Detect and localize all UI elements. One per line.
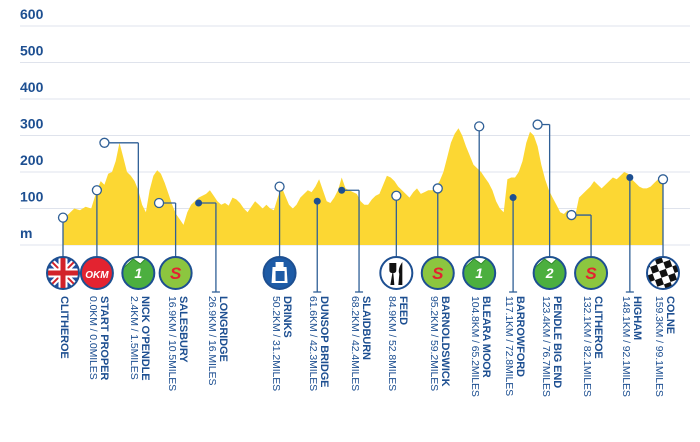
checkpoint-marker-open (100, 138, 109, 147)
checkpoint-marker-filled (338, 187, 345, 194)
sprint-text: S (170, 264, 182, 283)
checkpoint-name: SLAIDBURN (360, 296, 371, 391)
checkpoint-label-text: PENDLE BIG END 123.4KM / 76.7MILES (540, 296, 562, 397)
climb-1-icon: 1 (463, 256, 495, 289)
checkpoint-name: NICK O'PENDLE (139, 296, 150, 380)
checkpoint-label-text: CLITHEROE 132.1KM / 82.1MILES (581, 296, 603, 397)
checkpoint-label-text: COLNE 159.3KM / 99.1MILES (653, 296, 675, 397)
checkpoint-label-text: SALESBURY 16.9KM / 10.5MILES (166, 296, 188, 391)
checkpoint-label-text: START PROPER 0.0KM / 0.0MILES (87, 296, 109, 380)
feed-icon (380, 257, 412, 289)
checkpoint-distance: 68.2KM / 42.4MILES (349, 296, 360, 391)
icon-background (380, 257, 412, 289)
checkpoint-distance: 16.9KM / 10.5MILES (166, 296, 177, 391)
elevation-area (63, 128, 663, 245)
checkpoint-marker-open (567, 211, 576, 220)
checkpoint-label-text: BARNOLDSWICK 95.2KM / 59.2MILES (428, 296, 450, 391)
checkpoint-distance: 123.4KM / 76.7MILES (540, 296, 551, 397)
checkpoint-distance: 26.9KM / 16.MILES (206, 296, 217, 385)
sprint-icon: S (575, 257, 607, 289)
checkpoint-name: LONGRIDGE (217, 296, 228, 385)
finish-flag-icon (641, 251, 686, 296)
checkpoint-label-text: DUNSOP BRIDGE 61.6KM / 42.3MILES (307, 296, 329, 391)
checkpoint-distance: 84.9KM / 52.8MILES (386, 296, 397, 391)
checkpoint-name: START PROPER (98, 296, 109, 380)
y-tick-label: 300 (20, 116, 44, 132)
checkpoint-marker-filled (626, 174, 633, 181)
checkpoint-name: COLNE (664, 296, 675, 397)
checkpoint-marker-filled (314, 198, 321, 205)
y-tick-label: 500 (20, 43, 44, 59)
checkpoint-label: COLNE 159.3KM / 99.1MILES (675, 296, 700, 436)
y-tick-label: 600 (20, 6, 44, 22)
y-axis-unit-label: m (20, 225, 32, 241)
y-tick-label: 200 (20, 152, 44, 168)
checkpoint-name: BARROWFORD (514, 296, 525, 396)
bottle-cap (276, 262, 284, 267)
checkpoint-label-text: SLAIDBURN 68.2KM / 42.4MILES (349, 296, 371, 391)
checkpoint-marker-filled (195, 200, 202, 207)
checkpoint-marker-open (659, 175, 668, 184)
checkpoint-icons: OKM 1 S S 1 2 S (46, 251, 686, 296)
checkpoint-label-text: CLITHEROE (58, 296, 69, 359)
sprint-icon: S (422, 257, 454, 289)
checkpoint-marker-open (155, 199, 164, 208)
okm-icon: OKM (81, 257, 113, 289)
checkpoint-name: CLITHEROE (58, 296, 69, 359)
climb-1-text: 1 (134, 265, 142, 281)
checkpoint-label: LONGRIDGE 26.9KM / 16.MILES (228, 296, 258, 436)
checkpoint-name: HIGHAM (631, 296, 642, 397)
climb-2-icon: 2 (534, 256, 566, 289)
checkpoint-marker-open (92, 186, 101, 195)
checkpoint-distance: 61.6KM / 42.3MILES (307, 296, 318, 391)
checkpoint-distance: 159.3KM / 99.1MILES (653, 296, 664, 397)
checkpoint-name: BARNOLDSWICK (439, 296, 450, 391)
climb-2-text: 2 (545, 265, 554, 281)
checkpoint-marker-open (433, 184, 442, 193)
checkpoint-name: FEED (397, 296, 408, 391)
sprint-text: S (432, 264, 444, 283)
checkpoint-name: BLEARA MOOR (480, 296, 491, 397)
checkpoint-distance: 104.8KM / 65.2MILES (469, 296, 480, 397)
checkpoint-distance: 2.4KM / 1.5MILES (128, 296, 139, 380)
checkpoint-label-text: DRINKS 50.2KM / 31.2MILES (270, 296, 292, 391)
checkpoint-marker-open (475, 122, 484, 131)
checkpoint-label-text: BARROWFORD 117.1KM / 72.8MILES (503, 296, 525, 396)
checkpoint-name: SALESBURY (177, 296, 188, 391)
climb-1-text: 1 (475, 265, 483, 281)
checkpoint-marker-open (392, 191, 401, 200)
y-axis-ticks: m 100 200 300 400 500 600 (20, 6, 44, 241)
climb-1-icon: 1 (122, 256, 154, 289)
checkpoint-marker-filled (510, 194, 517, 201)
drinks-icon (264, 257, 296, 289)
checkpoint-distance: 50.2KM / 31.2MILES (270, 296, 281, 391)
checkpoint-marker-open (59, 213, 68, 222)
union-flag-icon (46, 256, 80, 290)
okm-text: OKM (85, 270, 109, 281)
checkpoint-label-text: HIGHAM 148.1KM / 92.1MILES (620, 296, 642, 397)
checkpoint-label-text: FEED 84.9KM / 52.8MILES (386, 296, 408, 391)
checkpoint-distance: 0.0KM / 0.0MILES (87, 296, 98, 380)
checkpoint-name: DUNSOP BRIDGE (318, 296, 329, 391)
checkpoint-name: CLITHEROE (592, 296, 603, 397)
checkpoint-label-text: BLEARA MOOR 104.8KM / 65.2MILES (469, 296, 491, 397)
checkpoint-distance: 95.2KM / 59.2MILES (428, 296, 439, 391)
checkpoint-name: DRINKS (281, 296, 292, 391)
checkpoint-marker-open (275, 182, 284, 191)
sprint-text: S (585, 264, 597, 283)
checkpoint-distance: 117.1KM / 72.8MILES (503, 296, 514, 396)
checkpoint-marker-open (533, 120, 542, 129)
y-tick-label: 400 (20, 79, 44, 95)
sprint-icon: S (160, 257, 192, 289)
bottle-label (276, 271, 285, 281)
checkpoint-name: PENDLE BIG END (551, 296, 562, 397)
checkpoint-label-text: NICK O'PENDLE 2.4KM / 1.5MILES (128, 296, 150, 380)
checkpoint-distance: 148.1KM / 92.1MILES (620, 296, 631, 397)
checkpoint-label-text: LONGRIDGE 26.9KM / 16.MILES (206, 296, 228, 385)
y-tick-label: 100 (20, 189, 44, 205)
checkpoint-distance: 132.1KM / 82.1MILES (581, 296, 592, 397)
